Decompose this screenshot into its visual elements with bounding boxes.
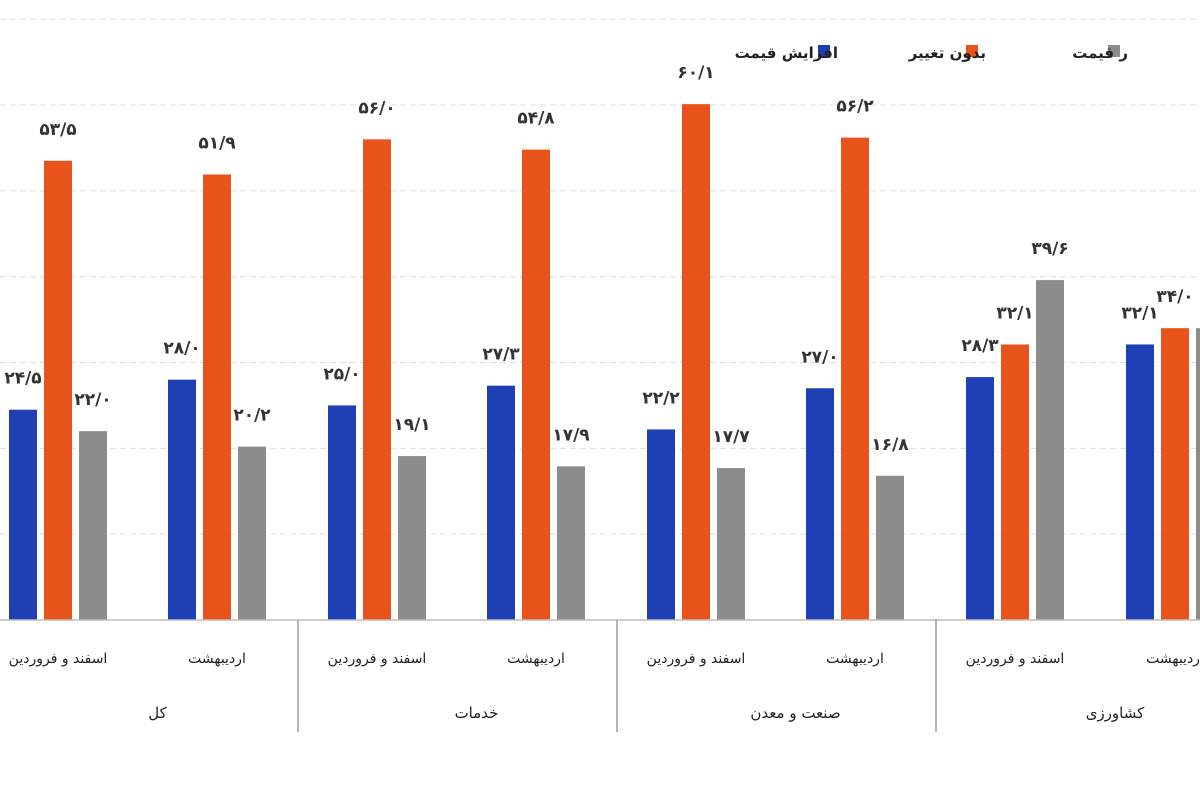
value-label: ۱۷/۷ <box>712 427 750 447</box>
bar-increase <box>9 409 37 620</box>
value-label: ۵۶/۰ <box>358 98 395 118</box>
value-label: ۲۷/۳ <box>482 345 520 365</box>
group-label: صنعت و معدن <box>750 704 840 722</box>
bar-nochange <box>203 174 231 620</box>
category-label: اردیبهشت <box>1146 651 1200 667</box>
value-label: ۲۸/۳ <box>961 336 999 356</box>
bar-nochange <box>841 137 869 620</box>
bars <box>9 104 1200 621</box>
legend-label-decrease: ر قیمت <box>1072 44 1128 62</box>
value-label: ۱۶/۸ <box>871 435 909 455</box>
bar-increase <box>806 388 834 620</box>
category-label: اردیبهشت <box>507 651 565 667</box>
value-label: ۶۰/۱ <box>677 63 714 83</box>
value-label: ۲۵/۰ <box>323 364 360 384</box>
bar-decrease <box>1036 280 1064 620</box>
category-label: اسفند و فروردین <box>328 651 427 667</box>
value-label: ۵۶/۲ <box>836 97 874 117</box>
gridlines <box>0 18 1200 535</box>
bar-decrease <box>717 468 745 620</box>
bar-nochange <box>1001 344 1029 620</box>
value-label: ۲۲/۲ <box>642 388 680 408</box>
bar-decrease <box>398 456 426 620</box>
bar-increase <box>966 377 994 620</box>
category-label: اسفند و فروردین <box>9 651 108 667</box>
x-axis-labels: اسفند و فروردین اردیبهشت کل اسفند و فروردین… <box>9 651 1200 722</box>
value-label: ۲۷/۰ <box>801 347 838 367</box>
legend-label-increase: افزایش قیمت <box>735 44 838 62</box>
category-label: اسفند و فروردین <box>647 651 746 667</box>
legend-swatch-decrease <box>1108 45 1120 57</box>
bar-nochange <box>522 149 550 620</box>
category-label: اردیبهشت <box>826 651 884 667</box>
bar-increase <box>328 405 356 620</box>
legend-swatch-nochange <box>966 45 978 57</box>
bar-decrease <box>79 431 107 620</box>
bar-nochange <box>1161 328 1189 620</box>
value-label: ۱۷/۹ <box>552 425 590 445</box>
bar-decrease <box>238 446 266 620</box>
bar-increase <box>647 429 675 620</box>
group-label: کشاورزی <box>1086 704 1145 722</box>
value-label: ۲۴/۵ <box>4 369 41 389</box>
bar-decrease <box>876 475 904 620</box>
value-label: ۳۲/۱ <box>996 303 1033 323</box>
value-label: ۲۰/۲ <box>233 406 271 426</box>
bar-nochange <box>363 139 391 621</box>
bar-decrease <box>1196 328 1200 620</box>
value-label: ۲۸/۰ <box>163 339 200 359</box>
value-label: ۳۴/۰ <box>1156 287 1193 307</box>
group-dividers <box>297 620 937 732</box>
bar-nochange <box>44 160 72 620</box>
value-label: ۲۲/۰ <box>74 390 111 410</box>
legend-label-nochange: بدون تغییر <box>908 44 986 62</box>
value-labels: ۲۴/۵ ۵۳/۵ ۲۲/۰ ۲۸/۰ ۵۱/۹ ۲۰/۲ ۲۵/۰ ۵۶/۰ ۱۹/۱ ۲۷/۳… <box>4 63 1193 455</box>
group-label: کل <box>148 704 167 722</box>
legend: افزایش قیمت بدون تغییر ر قیمت <box>735 44 1128 62</box>
bar-nochange <box>682 104 710 621</box>
bar-increase <box>168 379 196 620</box>
value-label: ۵۳/۵ <box>39 120 76 140</box>
value-label: ۵۴/۸ <box>517 109 555 129</box>
value-label: ۱۹/۱ <box>393 415 430 435</box>
bar-increase <box>487 385 515 620</box>
value-label: ۳۹/۶ <box>1031 239 1068 259</box>
category-label: اسفند و فروردین <box>966 651 1065 667</box>
bar-increase <box>1126 344 1154 620</box>
bar-decrease <box>557 466 585 620</box>
value-label: ۵۱/۹ <box>198 134 236 154</box>
category-label: اردیبهشت <box>188 651 246 667</box>
value-label: ۳۲/۱ <box>1121 303 1158 323</box>
group-label: خدمات <box>455 704 499 722</box>
legend-swatch-increase <box>818 45 830 57</box>
